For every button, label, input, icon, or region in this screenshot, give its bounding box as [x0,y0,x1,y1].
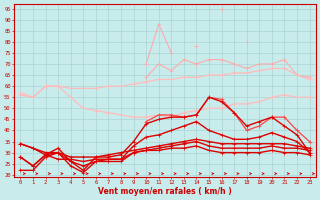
X-axis label: Vent moyen/en rafales ( km/h ): Vent moyen/en rafales ( km/h ) [98,187,232,196]
